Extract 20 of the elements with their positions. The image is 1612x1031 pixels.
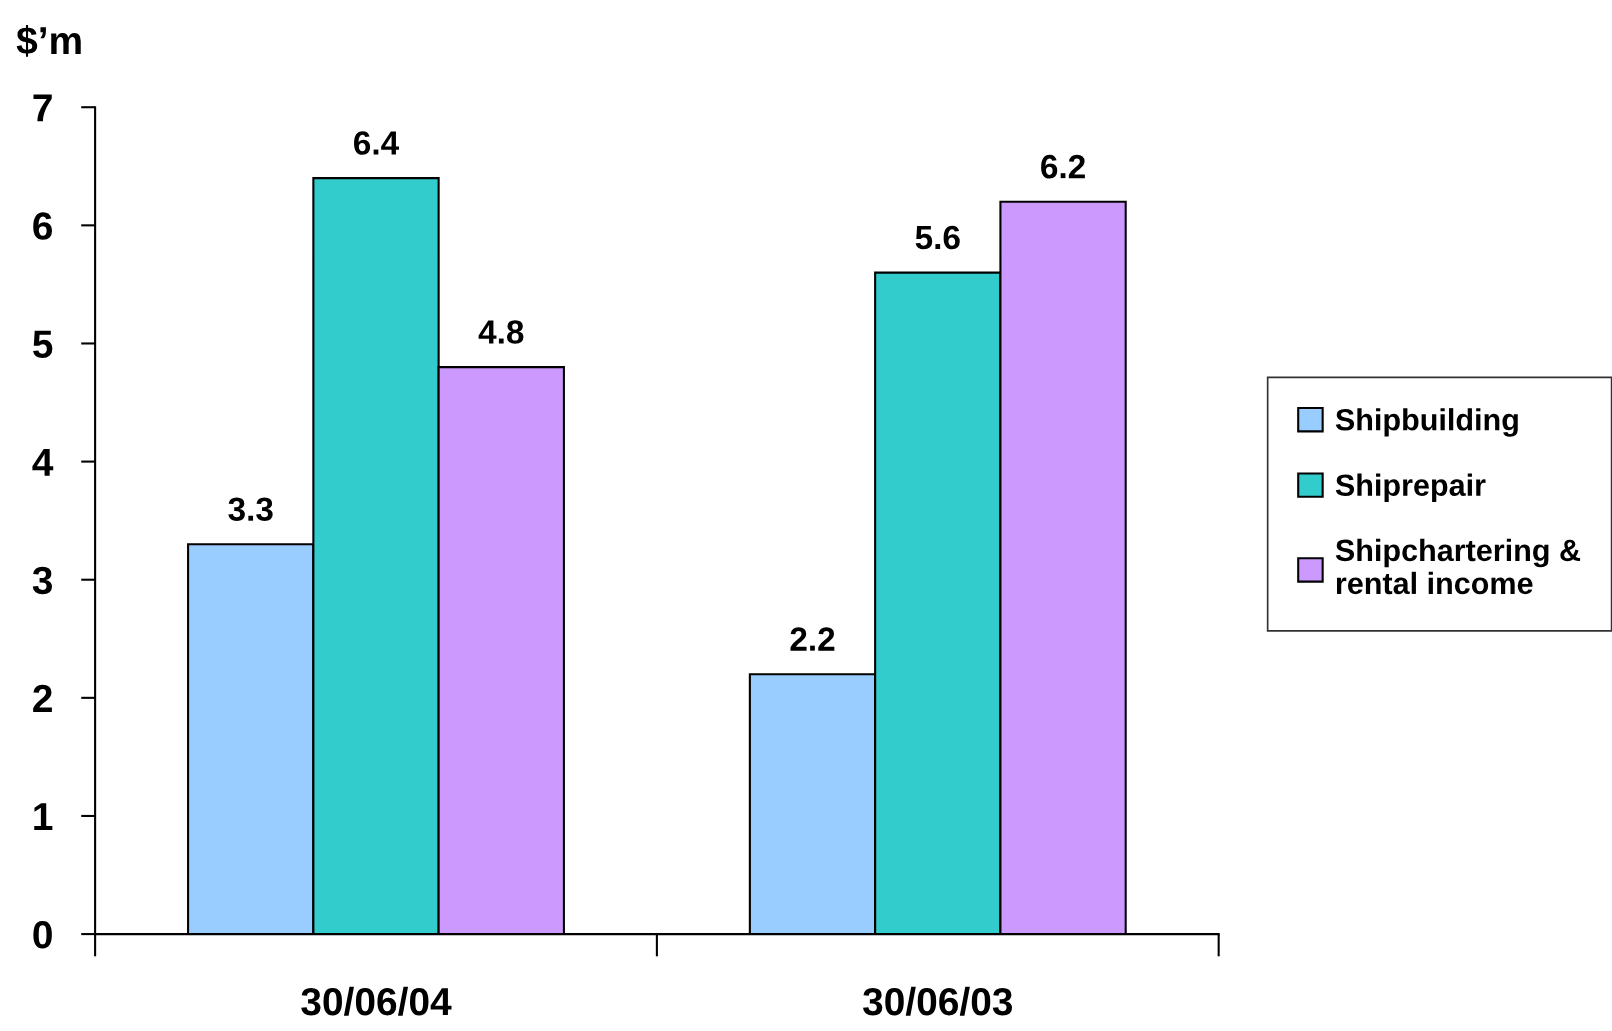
legend-label: Shipchartering & rental income: [1335, 538, 1581, 595]
y-axis-title: $’m: [16, 25, 81, 57]
data-label: 6.2: [1041, 154, 1085, 179]
y-tick-label: 6: [33, 212, 53, 240]
y-tick-label: 7: [33, 94, 52, 122]
y-tick-label: 0: [33, 921, 52, 949]
y-tick-label: 3: [32, 566, 53, 595]
y-tick-label: 5: [33, 330, 53, 358]
legend-label: Shipbuilding: [1335, 408, 1518, 437]
y-tick-label: 4: [32, 448, 54, 476]
data-label: 5.6: [915, 225, 960, 250]
y-tick-label: 2: [33, 684, 52, 712]
data-label: 4.8: [478, 320, 524, 344]
data-label: 2.2: [790, 627, 835, 651]
data-label: 6.4: [354, 131, 399, 155]
y-tick-label: 1: [34, 803, 53, 831]
x-tick-label: 30/06/03: [862, 986, 1013, 1016]
x-tick-label: 30/06/04: [301, 986, 452, 1016]
data-label: 3.3: [228, 497, 273, 522]
legend-label: Shiprepair: [1335, 473, 1486, 503]
